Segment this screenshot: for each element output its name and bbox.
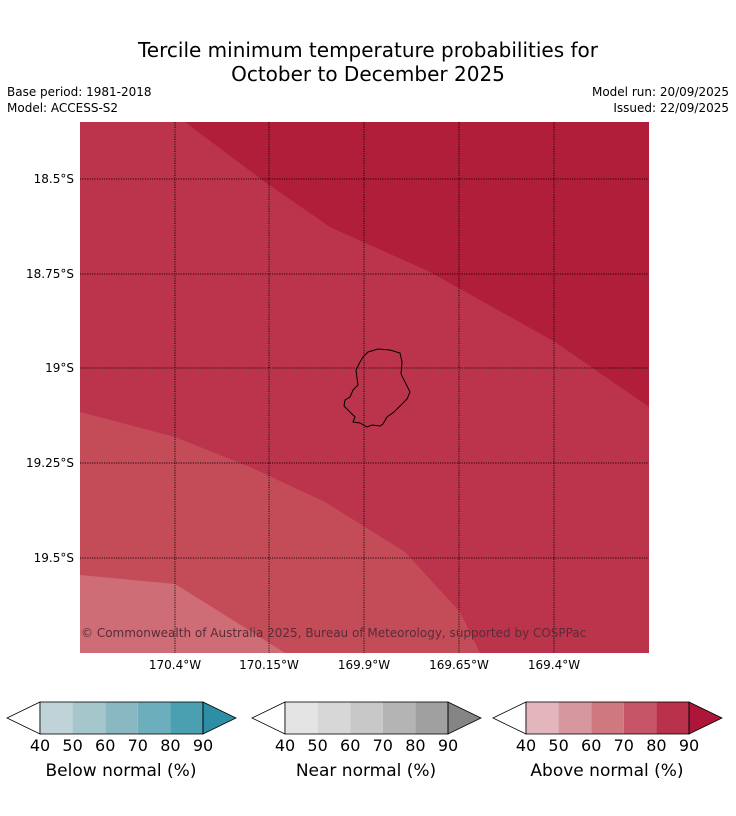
model-name: Model: ACCESS-S2	[7, 101, 119, 115]
colorbar-tick-label: 60	[340, 736, 361, 755]
colorbar-segment	[558, 702, 592, 734]
issued-date: Issued: 22/09/2025	[613, 101, 729, 115]
lon-label-169-90: 169.9°W	[337, 658, 391, 672]
base-period: Base period: 1981-2018	[7, 85, 152, 99]
colorbar-tick-label: 80	[405, 736, 426, 755]
lon-label-169-40: 169.4°W	[527, 658, 581, 672]
colorbar-segment	[317, 702, 351, 734]
colorbar-below-normal	[6, 701, 237, 735]
colorbar-tick-label: 80	[160, 736, 181, 755]
colorbar-segment	[105, 702, 138, 734]
colorbar-segment	[285, 702, 318, 734]
colorbar-extend-low	[6, 701, 41, 735]
colorbar-segment	[137, 702, 171, 734]
lon-label-170-40: 170.4°W	[148, 658, 202, 672]
colorbar-segment	[415, 702, 448, 734]
island-coastline	[343, 348, 411, 428]
colorbar-tick-label: 40	[515, 736, 537, 755]
colorbar-tick-label: 50	[62, 736, 83, 755]
colorbar-extend-low	[251, 701, 286, 735]
colorbar-tick-label: 80	[646, 736, 667, 755]
colorbar-extend-high	[447, 701, 482, 735]
colorbar-outline	[39, 701, 204, 735]
colorbar-segment	[591, 702, 624, 734]
lon-label-170-15: 170.15°W	[239, 658, 299, 672]
colorbar-tick-label: 60	[95, 736, 116, 755]
colorbar-tick-label: 90	[678, 736, 700, 755]
lat-label-18-50: 18.5°S	[33, 172, 74, 186]
lon-label-169-65: 169.65°W	[429, 658, 489, 672]
colorbar-above-normal-label: Above normal (%)	[530, 761, 684, 781]
colorbar-segment	[170, 702, 203, 734]
colorbar-tick-label: 70	[613, 736, 634, 755]
zone-above-90-plus	[185, 122, 649, 407]
colorbar-segment	[526, 702, 559, 734]
lat-label-19-50: 19.5°S	[33, 551, 74, 565]
colorbar-segment	[623, 702, 657, 734]
colorbar-segment	[40, 702, 73, 734]
colorbar-outline	[525, 701, 690, 735]
colorbar-tick-label: 40	[274, 736, 296, 755]
colorbar-tick-label: 60	[581, 736, 602, 755]
meta-right: Model run: 20/09/2025 Issued: 22/09/2025	[592, 84, 729, 116]
colorbar-tick-label: 40	[29, 736, 51, 755]
lat-label-19-25: 19.25°S	[26, 456, 74, 470]
meta-left: Base period: 1981-2018 Model: ACCESS-S2	[7, 84, 152, 116]
colorbar-tick-label: 50	[548, 736, 569, 755]
colorbar-tick-label: 90	[192, 736, 214, 755]
model-run-date: Model run: 20/09/2025	[591, 85, 729, 99]
map-title-line-2: October to December 2025	[231, 62, 505, 86]
lat-label-19-00: 19°S	[45, 361, 74, 375]
colorbar-outline	[284, 701, 449, 735]
colorbar-segment	[350, 702, 383, 734]
colorbar-extend-high	[202, 701, 237, 735]
colorbar-segment	[656, 702, 689, 734]
colorbar-near-normal-label: Near normal (%)	[295, 761, 437, 781]
colorbar-below-normal-label: Below normal (%)	[45, 761, 197, 781]
copyright-notice: © Commonwealth of Australia 2025, Bureau…	[81, 626, 586, 640]
zone-above-60-70	[80, 575, 285, 653]
colorbar-tick-label: 50	[307, 736, 328, 755]
colorbar-tick-label: 70	[127, 736, 148, 755]
graticule	[80, 122, 649, 653]
lat-label-18-75: 18.75°S	[26, 267, 74, 281]
colorbar-segment	[72, 702, 106, 734]
colorbar-above-normal	[492, 701, 723, 735]
colorbar-extend-low	[492, 701, 527, 735]
colorbar-tick-label: 90	[437, 736, 459, 755]
colorbar-segment	[382, 702, 416, 734]
map-title-line-1: Tercile minimum temperature probabilitie…	[137, 38, 599, 62]
colorbar-tick-label: 70	[372, 736, 393, 755]
map-title: Tercile minimum temperature probabilitie…	[0, 38, 736, 86]
colorbar-extend-high	[688, 701, 723, 735]
probability-map: © Commonwealth of Australia 2025, Bureau…	[80, 122, 649, 653]
colorbar-near-normal	[251, 701, 482, 735]
